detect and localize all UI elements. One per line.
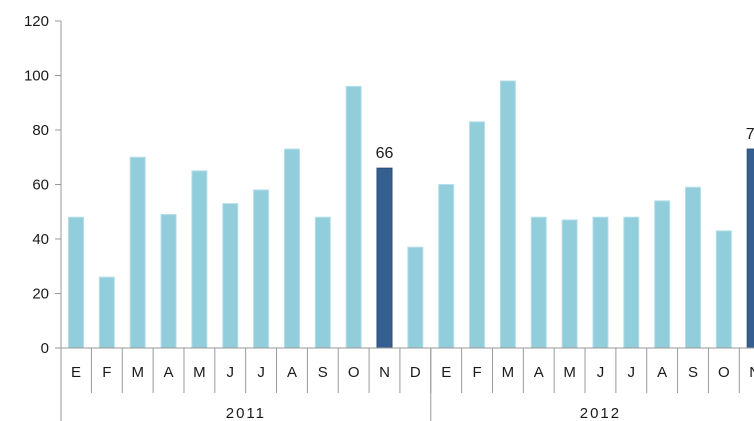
bar — [191, 170, 208, 349]
bar — [98, 276, 115, 349]
y-tick-label: 40 — [32, 231, 49, 248]
month-label: M — [502, 364, 515, 381]
y-tick-label: 80 — [32, 122, 49, 139]
y-tick-label: 20 — [32, 286, 49, 303]
month-label: M — [193, 364, 206, 381]
y-tick-label: 120 — [24, 13, 49, 30]
bar — [345, 85, 362, 349]
month-label: N — [749, 364, 754, 381]
year-label: 2012 — [580, 405, 621, 421]
month-label: S — [318, 364, 328, 381]
bar — [283, 148, 300, 349]
bar — [438, 184, 455, 349]
bar — [530, 216, 547, 349]
data-labels: 66 73 — [376, 126, 754, 162]
x-axis: E F M A M J J A S O N D E F M A M J J A S O N 2011 2012 — [60, 347, 754, 421]
bar — [222, 203, 239, 349]
bar — [129, 156, 146, 349]
month-label: N — [379, 364, 390, 381]
month-label: F — [102, 364, 111, 381]
month-label: A — [287, 364, 297, 381]
month-label: A — [534, 364, 544, 381]
month-label: E — [71, 364, 81, 381]
bar — [160, 213, 177, 349]
bar — [685, 186, 701, 349]
bar — [654, 200, 671, 349]
bar — [499, 80, 516, 349]
y-tick-label: 100 — [24, 68, 49, 85]
month-label: A — [657, 364, 667, 381]
month-label: M — [563, 364, 576, 381]
month-label: O — [348, 364, 360, 381]
bar — [715, 230, 732, 349]
month-label: O — [718, 364, 730, 381]
bar — [592, 216, 609, 349]
bar — [314, 216, 331, 349]
month-label: J — [628, 364, 636, 381]
y-axis: 0 20 40 60 80 100 120 — [24, 13, 62, 357]
bar — [253, 189, 270, 349]
month-label: J — [257, 364, 265, 381]
bar — [623, 216, 640, 349]
bar — [746, 148, 754, 349]
bar — [469, 121, 486, 349]
bar — [68, 216, 84, 349]
month-label: J — [227, 364, 235, 381]
month-label: D — [410, 364, 421, 381]
bar — [376, 167, 393, 349]
y-tick-label: 60 — [32, 177, 49, 194]
data-label: 66 — [376, 145, 394, 162]
data-label: 73 — [746, 126, 754, 143]
bar — [407, 246, 424, 349]
month-label: S — [688, 364, 698, 381]
bars — [68, 80, 754, 349]
month-label: A — [164, 364, 174, 381]
month-label: M — [131, 364, 144, 381]
month-label: F — [472, 364, 481, 381]
year-label: 2011 — [226, 405, 266, 421]
bar — [561, 219, 578, 349]
month-label: E — [441, 364, 451, 381]
y-tick-label: 0 — [41, 340, 49, 357]
month-label: J — [597, 364, 605, 381]
